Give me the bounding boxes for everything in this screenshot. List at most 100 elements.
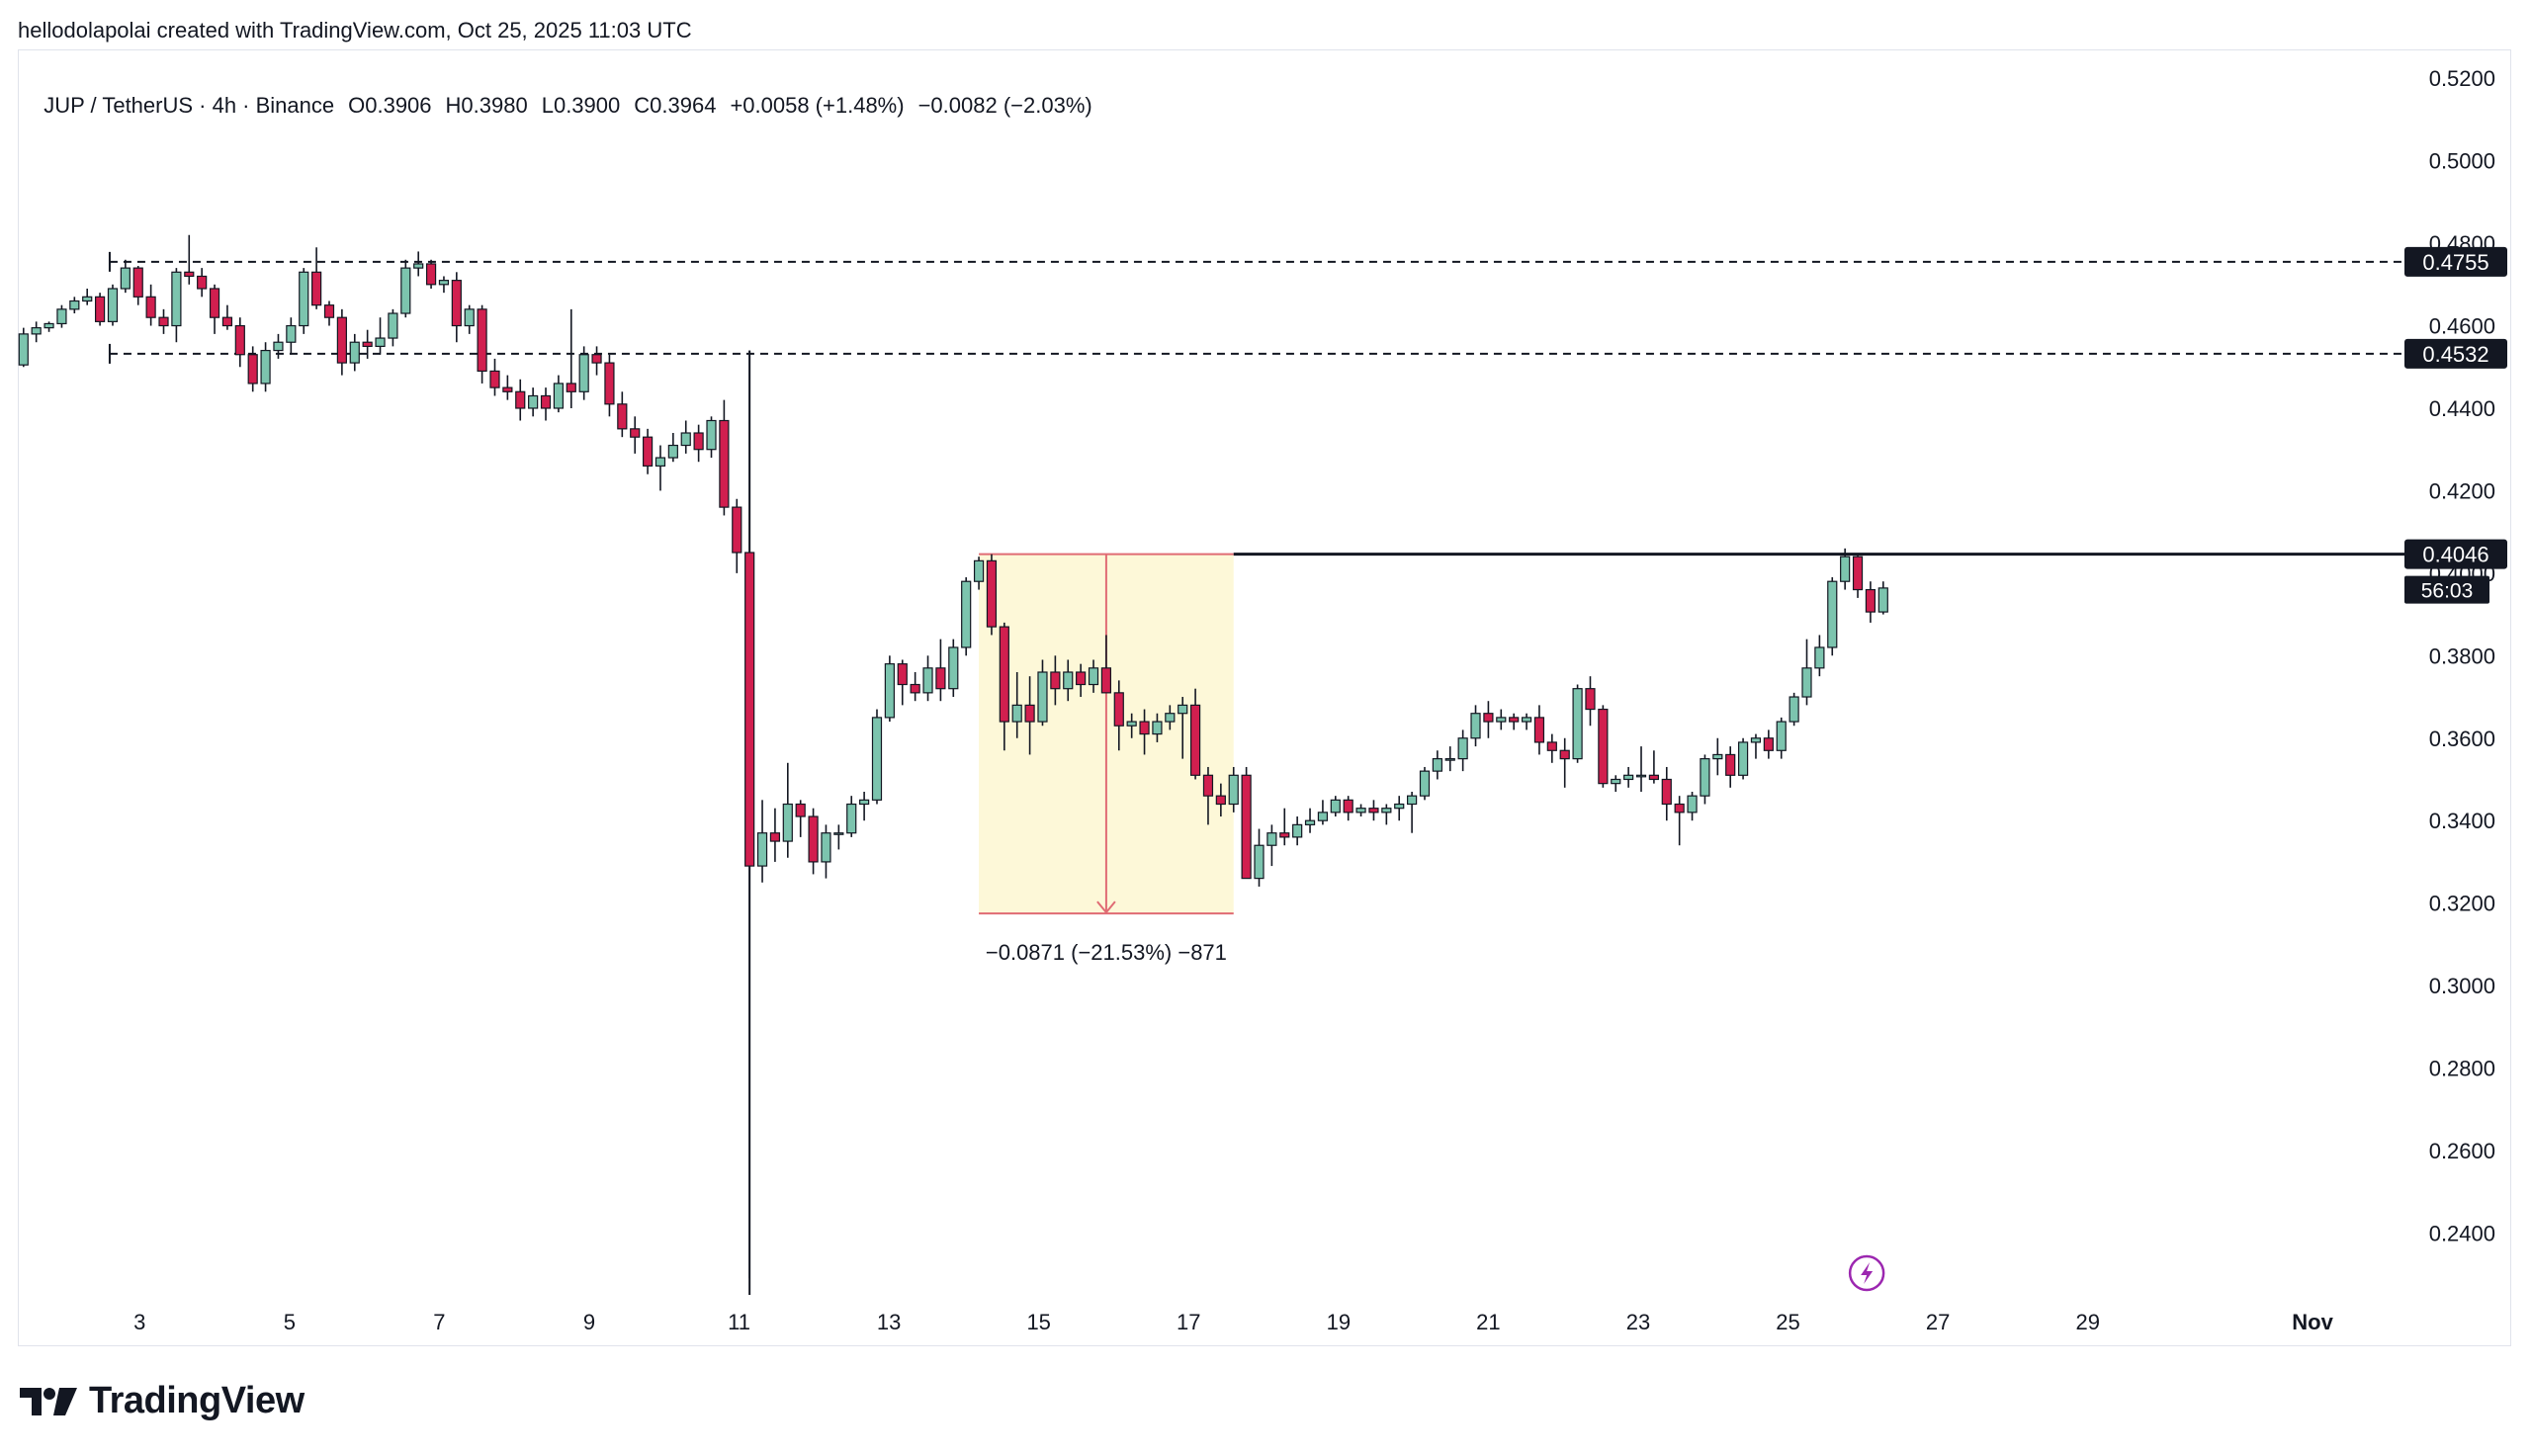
candle xyxy=(1776,717,1787,759)
candle xyxy=(1789,692,1799,727)
candle-body xyxy=(299,271,309,327)
candle-body xyxy=(1737,741,1749,776)
lightning-icon[interactable] xyxy=(1848,1254,1885,1292)
candle-body xyxy=(477,308,487,373)
candle xyxy=(489,358,500,396)
x-tick-label: Nov xyxy=(2292,1310,2333,1334)
candle-body xyxy=(1623,774,1634,781)
candle xyxy=(756,800,768,883)
candle-body xyxy=(617,403,628,430)
candle-body xyxy=(247,354,258,385)
candle xyxy=(1598,705,1609,788)
candle xyxy=(1521,713,1532,730)
candle xyxy=(973,557,985,590)
tradingview-logo[interactable]: TradingView xyxy=(20,1380,305,1422)
x-tick-label: 19 xyxy=(1327,1310,1351,1334)
candle xyxy=(197,268,208,298)
candle-body xyxy=(1789,696,1799,723)
candle-body xyxy=(871,717,883,801)
lightning-icon-bolt xyxy=(1861,1262,1874,1284)
candle-body xyxy=(209,288,220,318)
candle xyxy=(655,445,666,491)
price-tag-label: 0.4046 xyxy=(2422,543,2488,567)
x-tick-label: 29 xyxy=(2075,1310,2099,1334)
candle xyxy=(107,284,119,326)
y-tick-label: 0.2600 xyxy=(2429,1139,2495,1163)
candle-body xyxy=(132,267,143,298)
candle-body xyxy=(591,354,602,364)
candle-body xyxy=(1533,717,1545,743)
candle xyxy=(1139,709,1150,755)
chart-legend: JUP / TetherUS · 4h · Binance O0.3906 H0.3… xyxy=(32,67,1106,119)
candle xyxy=(1559,737,1570,788)
legend-low: L0.3900 xyxy=(541,93,621,118)
candle-body xyxy=(1330,799,1341,814)
candle xyxy=(1840,548,1851,590)
candle-body xyxy=(1381,808,1392,814)
candle-body xyxy=(1559,749,1570,760)
candle xyxy=(578,346,589,400)
y-tick-label: 0.3000 xyxy=(2429,974,2495,998)
candle xyxy=(1152,713,1163,742)
candle xyxy=(1827,577,1838,656)
time-axis[interactable]: 3 5 7 9 11 13 15 17 19 21 23 25 27 29 Nov xyxy=(133,1310,2333,1334)
legend-change: +0.0058 (+1.48%) xyxy=(730,93,905,118)
candle-body xyxy=(578,354,589,392)
candle xyxy=(859,791,870,821)
candle xyxy=(1648,750,1659,784)
candle-body xyxy=(1801,667,1812,698)
y-tick-label: 0.5000 xyxy=(2429,149,2495,174)
candle xyxy=(120,259,131,294)
candle-body xyxy=(1509,717,1520,723)
x-tick-label: 7 xyxy=(433,1310,445,1334)
candle-body xyxy=(1827,580,1838,648)
candle-body xyxy=(94,296,106,322)
candle-body xyxy=(1088,667,1099,686)
candle xyxy=(719,399,730,516)
candle xyxy=(1814,635,1825,677)
candle-body xyxy=(336,316,347,364)
candle-body xyxy=(935,667,946,690)
candle-body xyxy=(744,552,755,867)
candle-body xyxy=(1496,717,1507,723)
price-tag-label: 0.4755 xyxy=(2422,250,2488,275)
candle-body xyxy=(464,308,475,327)
legend-symbol[interactable]: JUP / TetherUS · 4h · Binance xyxy=(44,93,335,118)
candle-body xyxy=(1266,832,1277,846)
x-tick-label: 17 xyxy=(1177,1310,1200,1334)
candle xyxy=(1763,729,1774,759)
candle xyxy=(884,655,895,723)
candle xyxy=(1877,581,1888,615)
candle-body xyxy=(438,280,450,286)
candle-body xyxy=(732,506,742,554)
candle xyxy=(642,428,654,474)
candle-body xyxy=(948,646,959,690)
candle-body xyxy=(1432,758,1442,772)
candle-body xyxy=(1572,688,1583,760)
candle-body xyxy=(1152,721,1163,735)
candle-body xyxy=(1483,713,1494,723)
candle-body xyxy=(1687,795,1698,814)
candle xyxy=(591,346,602,376)
candle xyxy=(1611,775,1621,792)
candle xyxy=(1674,796,1685,846)
candle-body xyxy=(769,832,781,842)
candle-body xyxy=(234,324,245,356)
candle xyxy=(769,808,781,862)
x-tick-label: 25 xyxy=(1776,1310,1799,1334)
candle xyxy=(1126,713,1137,738)
candle-body xyxy=(1241,774,1252,880)
candle-body xyxy=(1037,671,1048,723)
candle-body xyxy=(973,559,985,582)
candles xyxy=(18,234,1888,1279)
candle-body xyxy=(1648,774,1659,781)
candle xyxy=(986,554,998,636)
candle-body xyxy=(553,383,565,409)
price-axis[interactable]: 0.52000.50000.48000.46000.44000.42000.40… xyxy=(2429,66,2495,1245)
candle-body xyxy=(1368,808,1379,814)
x-tick-label: 21 xyxy=(1476,1310,1500,1334)
candle xyxy=(221,304,233,330)
candle-body xyxy=(1228,774,1239,806)
price-range-measure: −0.0871 (−21.53%) −871 xyxy=(979,553,1234,965)
